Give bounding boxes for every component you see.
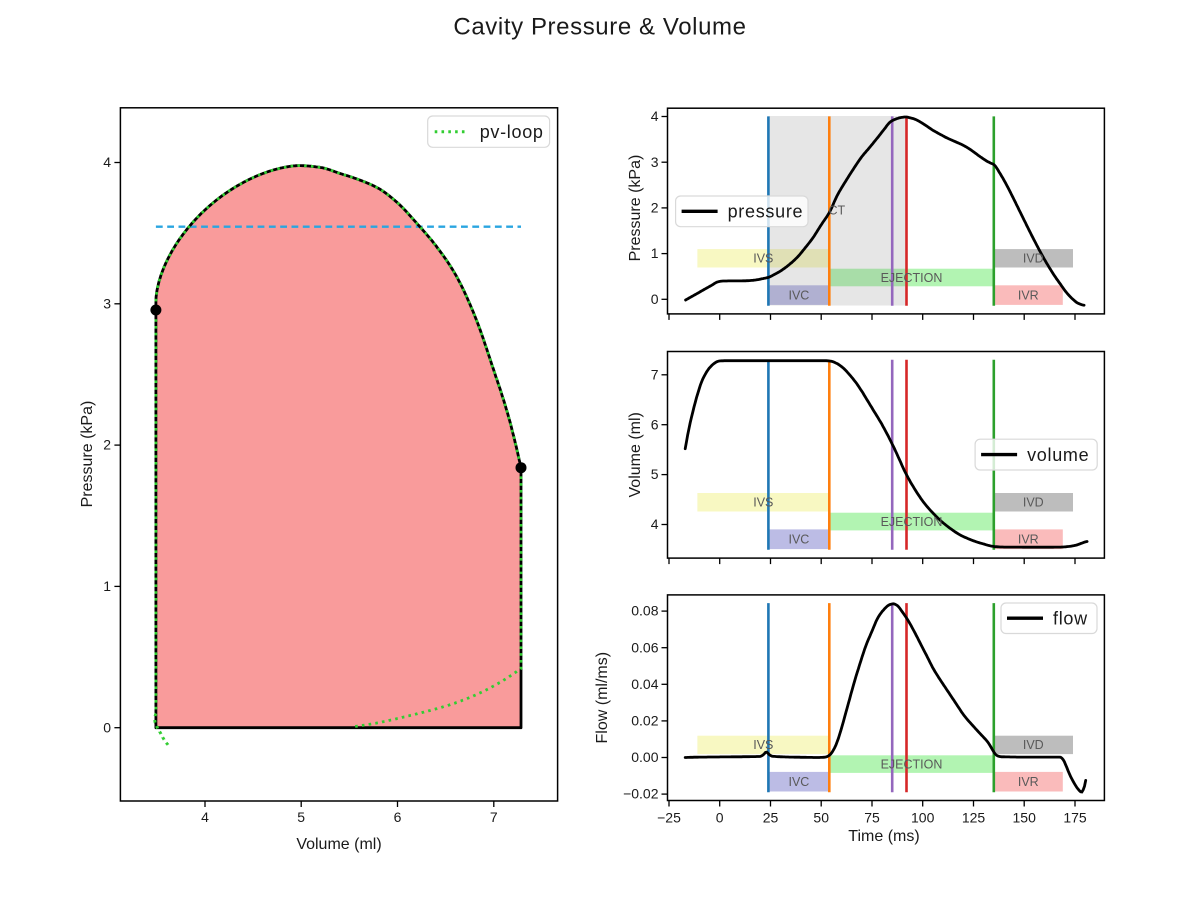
svg-text:−0.02: −0.02 [623, 786, 659, 802]
svg-text:0.00: 0.00 [631, 749, 658, 765]
svg-text:75: 75 [864, 810, 880, 826]
svg-text:3: 3 [651, 154, 659, 170]
svg-text:flow: flow [1053, 609, 1088, 629]
svg-text:150: 150 [1013, 810, 1037, 826]
svg-text:IVS: IVS [753, 738, 773, 752]
svg-text:4: 4 [201, 809, 209, 825]
svg-text:IVR: IVR [1018, 288, 1039, 302]
svg-text:IVC: IVC [788, 288, 809, 302]
svg-text:0.04: 0.04 [631, 676, 658, 692]
svg-text:4: 4 [103, 154, 111, 170]
svg-text:EJECTION: EJECTION [881, 757, 943, 771]
svg-text:Pressure (kPa): Pressure (kPa) [627, 155, 644, 262]
svg-text:175: 175 [1063, 810, 1087, 826]
svg-text:pv-loop: pv-loop [480, 122, 544, 142]
svg-text:6: 6 [651, 416, 659, 432]
svg-text:4: 4 [651, 108, 659, 124]
svg-text:Pressure (kPa): Pressure (kPa) [79, 401, 96, 508]
svg-text:0.08: 0.08 [631, 603, 658, 619]
svg-text:CT: CT [829, 204, 846, 218]
svg-text:IVD: IVD [1023, 252, 1044, 266]
svg-text:Cavity Pressure & Volume: Cavity Pressure & Volume [453, 14, 746, 41]
svg-text:Volume (ml): Volume (ml) [627, 412, 644, 497]
svg-text:IVR: IVR [1018, 775, 1039, 789]
svg-text:1: 1 [103, 578, 111, 594]
svg-text:IVC: IVC [788, 775, 809, 789]
svg-text:Flow (ml/ms): Flow (ml/ms) [594, 652, 611, 744]
svg-text:2: 2 [103, 437, 111, 453]
svg-text:2: 2 [651, 200, 659, 216]
svg-text:7: 7 [651, 366, 659, 382]
svg-text:IVS: IVS [753, 252, 773, 266]
svg-text:0.02: 0.02 [631, 713, 658, 729]
svg-text:3: 3 [103, 295, 111, 311]
svg-text:IVR: IVR [1018, 533, 1039, 547]
svg-text:0: 0 [651, 291, 659, 307]
svg-text:EJECTION: EJECTION [881, 271, 943, 285]
svg-text:125: 125 [962, 810, 986, 826]
svg-text:EJECTION: EJECTION [881, 515, 943, 529]
svg-text:−25: −25 [657, 810, 681, 826]
svg-text:0.06: 0.06 [631, 639, 658, 655]
svg-text:1: 1 [651, 245, 659, 261]
svg-text:Volume (ml): Volume (ml) [296, 836, 381, 853]
svg-text:7: 7 [490, 809, 498, 825]
svg-text:IVD: IVD [1023, 496, 1044, 510]
svg-text:5: 5 [297, 809, 305, 825]
svg-text:IVD: IVD [1023, 738, 1044, 752]
svg-text:25: 25 [763, 810, 779, 826]
svg-text:6: 6 [394, 809, 402, 825]
svg-text:IVC: IVC [788, 533, 809, 547]
svg-text:volume: volume [1027, 445, 1089, 465]
svg-text:0: 0 [103, 719, 111, 735]
svg-text:5: 5 [651, 466, 659, 482]
svg-text:0: 0 [716, 810, 724, 826]
svg-text:pressure: pressure [728, 202, 804, 222]
svg-text:Time (ms): Time (ms) [848, 828, 919, 845]
svg-text:4: 4 [651, 516, 659, 532]
svg-text:100: 100 [911, 810, 935, 826]
svg-text:IVS: IVS [753, 496, 773, 510]
svg-text:50: 50 [813, 810, 829, 826]
